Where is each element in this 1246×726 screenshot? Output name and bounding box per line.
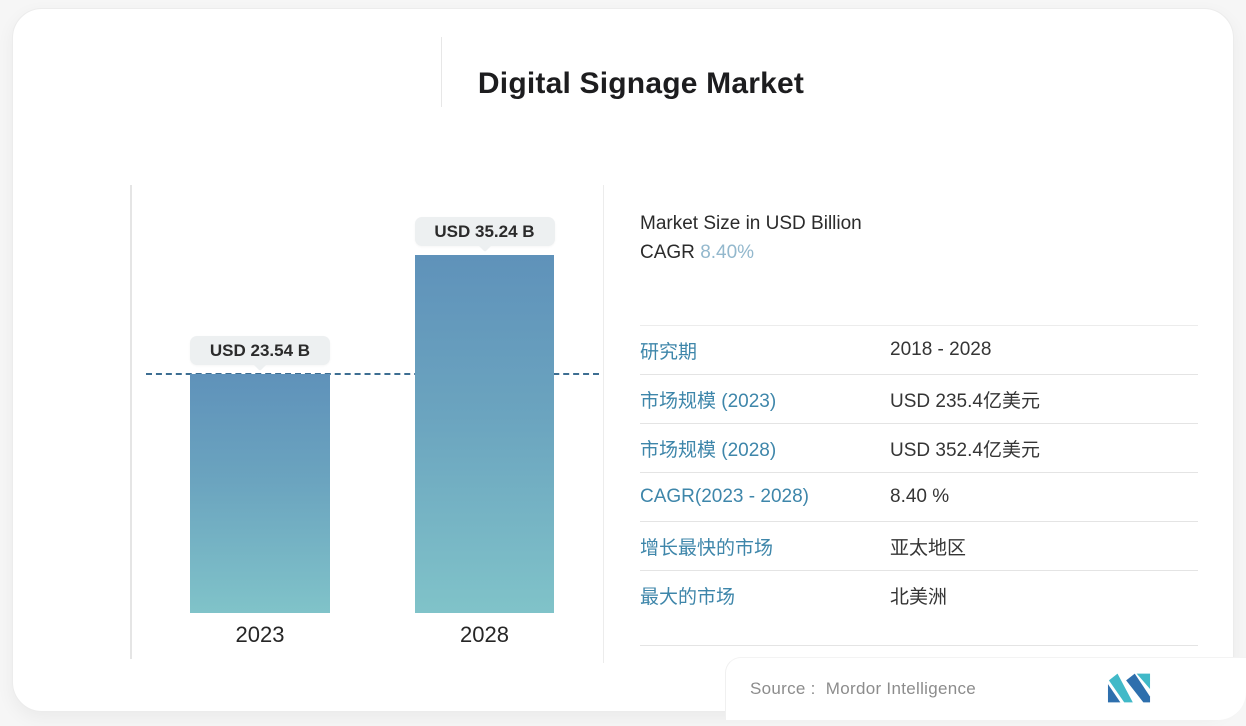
reference-dashed-line	[146, 373, 599, 375]
bar-chart: USD 23.54 B 2023 USD 35.24 B 2028	[13, 9, 739, 726]
row-value: 2018 - 2028	[890, 339, 992, 360]
table-row: CAGR(2023 - 2028) 8.40 %	[640, 473, 1198, 522]
page-title: Digital Signage Market	[477, 67, 805, 100]
row-label: 最大的市场	[640, 587, 736, 608]
cagr-label: CAGR	[640, 242, 695, 263]
market-size-heading: Market Size in USD Billion CAGR 8.40%	[640, 209, 1200, 267]
title-divider	[441, 37, 442, 107]
x-axis-label-2023: 2023	[235, 622, 285, 647]
source-footer: Source : Mordor Intelligence	[725, 657, 1246, 720]
bar-value-label-2023: USD 23.54 B	[190, 336, 330, 365]
x-axis-label-2028: 2028	[460, 622, 509, 647]
row-value: 北美洲	[890, 587, 948, 608]
report-card: Digital Signage Market USD 23.54 B 2023 …	[12, 8, 1246, 720]
row-value: USD 235.4亿美元	[890, 390, 1040, 412]
row-value: 亚太地区	[890, 537, 967, 559]
panel-divider	[603, 185, 604, 663]
table-row: 研究期 2018 - 2028	[640, 326, 1198, 375]
market-summary-table: 研究期 2018 - 2028 市场规模 (2023) USD 235.4亿美元…	[640, 325, 1198, 646]
row-label: 市场规模 (2028)	[640, 439, 777, 461]
cagr-line: CAGR 8.40%	[640, 238, 1200, 267]
row-label: CAGR(2023 - 2028)	[640, 486, 809, 507]
bar-2023	[190, 374, 330, 613]
bar-value-label-2028: USD 35.24 B	[414, 217, 555, 246]
row-label: 增长最快的市场	[640, 537, 774, 559]
source-label: Source :	[750, 679, 816, 698]
row-value: USD 352.4亿美元	[890, 439, 1040, 461]
mordor-intelligence-logo	[1107, 673, 1151, 703]
cagr-value: 8.40%	[700, 242, 755, 263]
source-line: Source : Mordor Intelligence	[726, 679, 976, 699]
table-row: 最大的市场 北美洲	[640, 571, 1198, 646]
row-label: 研究期	[640, 341, 698, 363]
table-row: 市场规模 (2023) USD 235.4亿美元	[640, 375, 1198, 424]
table-row: 市场规模 (2028) USD 352.4亿美元	[640, 424, 1198, 473]
source-name: Mordor Intelligence	[825, 679, 977, 698]
row-label: 市场规模 (2023)	[640, 390, 777, 412]
bar-2028	[415, 255, 554, 613]
row-value: 8.40 %	[890, 486, 950, 507]
y-axis-line	[130, 185, 132, 659]
table-row: 增长最快的市场 亚太地区	[640, 522, 1198, 571]
market-size-heading-line: Market Size in USD Billion	[640, 213, 862, 234]
